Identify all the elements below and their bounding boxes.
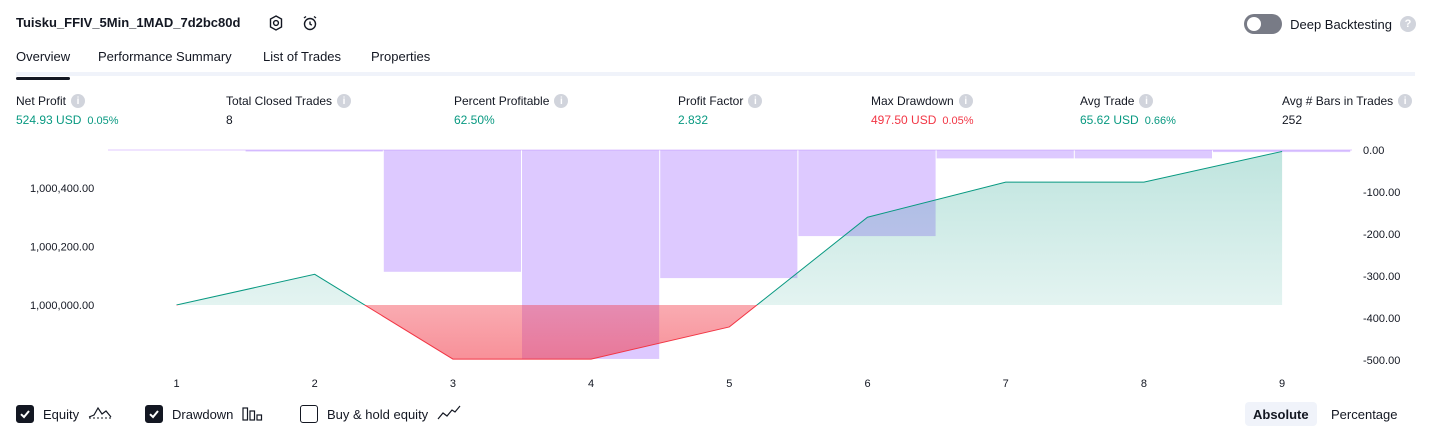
left-axis-tick: 1,000,000.00 (30, 300, 94, 312)
metric-percent-profitable: Percent Profitable i 62.50% (454, 94, 569, 127)
metric-avg-trade: Avg Trade i 65.62 USD 0.66% (1080, 94, 1176, 127)
metric-percent: 0.05% (942, 115, 974, 127)
equity-line-positive (176, 150, 1283, 305)
deep-backtesting-label: Deep Backtesting (1290, 16, 1392, 32)
metric-label: Max Drawdown (871, 94, 954, 108)
equity-area-positive (176, 151, 1283, 305)
metric-label: Profit Factor (678, 94, 744, 108)
right-axis-tick: -100.00 (1363, 187, 1400, 199)
metric-value: 2.832 (678, 113, 709, 127)
help-icon[interactable]: ? (1400, 16, 1416, 32)
right-axis-tick: 0.00 (1363, 145, 1384, 157)
metric-net-profit: Net Profit i 524.93 USD 0.05% (16, 94, 119, 127)
left-axis: 1,000,400.00 1,000,200.00 1,000,000.00 (30, 183, 94, 312)
equity-area (176, 151, 1283, 360)
x-axis-tick: 1 (173, 378, 179, 390)
drawdown-bar (245, 150, 383, 152)
metric-avg-bars-in-trades: Avg # Bars in Trades i 252 (1282, 94, 1413, 127)
x-axis-tick: 8 (1141, 378, 1147, 390)
x-axis-tick: 6 (864, 378, 870, 390)
alarm-add-icon[interactable] (300, 13, 320, 33)
metric-label: Total Closed Trades (226, 94, 333, 108)
info-icon[interactable]: i (554, 94, 569, 108)
right-axis-tick: -400.00 (1363, 313, 1400, 325)
left-axis-tick: 1,000,200.00 (30, 242, 94, 254)
info-icon[interactable]: i (1398, 94, 1413, 108)
metric-value: 8 (226, 113, 233, 127)
info-icon[interactable]: i (958, 94, 973, 108)
metric-label: Percent Profitable (454, 94, 550, 108)
x-axis-tick: 7 (1003, 378, 1009, 390)
strategy-title: Tuisku_FFIV_5Min_1MAD_7d2bc80d (16, 15, 241, 30)
tab-performance-summary[interactable]: Performance Summary (98, 49, 232, 64)
metric-label: Avg # Bars in Trades (1282, 94, 1394, 108)
equity-line (176, 150, 1283, 360)
equity-drawdown-chart[interactable]: 1,000,400.00 1,000,200.00 1,000,000.00 0.0… (0, 140, 1431, 395)
left-axis-tick: 1,000,400.00 (30, 183, 94, 195)
absolute-button[interactable]: Absolute (1245, 402, 1317, 426)
info-icon[interactable]: i (337, 94, 352, 108)
metric-total-closed-trades: Total Closed Trades i 8 (226, 94, 352, 127)
legend-buy-hold-equity[interactable]: Buy & hold equity (300, 404, 461, 424)
metric-percent: 0.05% (87, 115, 119, 127)
buy-hold-line-icon (437, 405, 461, 424)
x-axis-tick: 3 (450, 378, 456, 390)
tab-properties[interactable]: Properties (371, 49, 431, 64)
right-axis-tick: -200.00 (1363, 229, 1400, 241)
drawdown-bar (383, 150, 521, 272)
x-axis-tick: 4 (588, 378, 594, 390)
tab-overview[interactable]: Overview (16, 49, 71, 80)
info-icon[interactable]: i (748, 94, 763, 108)
metric-value: 65.62 USD (1080, 113, 1139, 127)
tab-bar: Overview Performance Summary List of Tra… (16, 40, 1415, 80)
legend-drawdown[interactable]: Drawdown (145, 404, 264, 424)
checkbox-drawdown[interactable] (145, 405, 163, 423)
info-icon[interactable]: i (1139, 94, 1154, 108)
x-axis-tick: 9 (1279, 378, 1285, 390)
legend-label: Buy & hold equity (327, 406, 429, 422)
checkbox-buy-hold-equity[interactable] (300, 405, 318, 423)
drawdown-bar (1074, 150, 1212, 159)
metric-value: 252 (1282, 113, 1303, 127)
deep-backtesting-control: Deep Backtesting ? (1244, 13, 1416, 35)
legend-equity[interactable]: Equity (16, 404, 112, 424)
legend-label: Equity (43, 406, 80, 422)
drawdown-bar (936, 150, 1074, 159)
metric-value: 524.93 USD (16, 113, 82, 127)
percentage-button[interactable]: Percentage (1331, 406, 1398, 422)
x-axis-tick: 5 (726, 378, 732, 390)
metric-value: 62.50% (454, 113, 495, 127)
info-icon[interactable]: i (71, 94, 86, 108)
right-axis: 0.00 -100.00 -200.00 -300.00 -400.00 -500.00 (1363, 145, 1400, 367)
x-axis-tick: 2 (312, 378, 318, 390)
drawdown-bar (660, 150, 798, 279)
settings-icon[interactable] (266, 13, 286, 33)
x-axis: 1 2 3 4 5 6 7 8 9 (173, 378, 1285, 390)
metric-profit-factor: Profit Factor i 2.832 (678, 94, 763, 127)
equity-area-negative (176, 305, 1283, 360)
metric-value: 497.50 USD (871, 113, 937, 127)
metric-percent: 0.66% (1144, 115, 1176, 127)
right-axis-tick: -500.00 (1363, 355, 1400, 367)
drawdown-bars-icon (242, 405, 264, 424)
deep-backtesting-toggle[interactable] (1244, 14, 1283, 34)
metric-label: Avg Trade (1080, 94, 1135, 108)
checkbox-equity[interactable] (16, 405, 34, 423)
equity-line-negative (176, 305, 758, 360)
metric-label: Net Profit (16, 94, 67, 108)
equity-line-icon (88, 405, 112, 424)
strategy-header: Tuisku_FFIV_5Min_1MAD_7d2bc80d Deep Back… (16, 12, 1416, 36)
right-axis-tick: -300.00 (1363, 271, 1400, 283)
metric-max-drawdown: Max Drawdown i 497.50 USD 0.05% (871, 94, 974, 127)
tab-list-of-trades[interactable]: List of Trades (263, 49, 342, 64)
legend-label: Drawdown (172, 406, 234, 422)
